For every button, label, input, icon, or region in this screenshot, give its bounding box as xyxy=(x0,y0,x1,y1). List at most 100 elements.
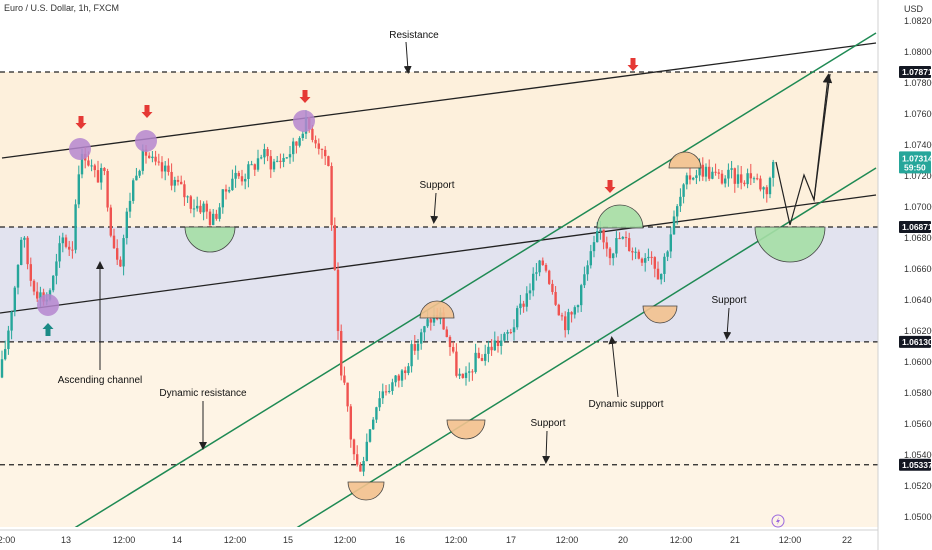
candle-147 xyxy=(471,369,474,381)
candle-body xyxy=(708,166,711,179)
candle-16 xyxy=(52,275,55,293)
candle-body xyxy=(400,370,404,381)
candle-107 xyxy=(343,366,346,386)
candle-234 xyxy=(749,163,752,186)
candle-body xyxy=(452,347,455,352)
price-tag-2: 1.06871 xyxy=(899,220,932,233)
price-tag-4: 1.05337 xyxy=(899,458,932,471)
projection-arrow xyxy=(813,73,833,201)
candle-body xyxy=(128,200,132,212)
candle-body xyxy=(346,382,349,407)
candle-body xyxy=(397,375,400,381)
candle-79 xyxy=(253,163,256,176)
candle-214 xyxy=(685,172,688,190)
candle-84 xyxy=(269,150,272,178)
candle-body xyxy=(461,373,464,378)
candle-217 xyxy=(695,169,698,185)
candle-114 xyxy=(365,433,368,462)
orange-touch-2 xyxy=(668,151,702,169)
candle-158 xyxy=(506,329,509,341)
y-tick-label: 1.07400 xyxy=(904,140,932,150)
candle-38 xyxy=(122,234,125,276)
candle-81 xyxy=(260,154,263,160)
candle-body xyxy=(96,170,100,183)
candle-body xyxy=(138,170,141,176)
candle-49 xyxy=(157,153,160,166)
candle-body xyxy=(176,179,180,182)
annotation-support-right-pointer xyxy=(723,307,732,340)
candle-body xyxy=(64,237,68,247)
candle-23 xyxy=(74,199,77,254)
level-tag-label: 1.07871 xyxy=(902,67,932,77)
candle-29 xyxy=(93,163,96,178)
candle-132 xyxy=(423,325,426,341)
candle-89 xyxy=(285,156,288,159)
candle-161 xyxy=(516,305,519,330)
candle-71 xyxy=(228,186,231,194)
candle-115 xyxy=(368,429,372,443)
candle-206 xyxy=(660,273,663,285)
annotation-dynamic-support-label: Dynamic support xyxy=(588,399,663,410)
candle-body xyxy=(256,158,260,170)
support-touch-right xyxy=(754,226,826,263)
candle-202 xyxy=(647,248,650,261)
candle-6 xyxy=(20,237,23,266)
candle-body xyxy=(260,157,263,159)
candle-157 xyxy=(503,332,506,342)
price-axis[interactable]: 1.08200 1.08000 1.07800 1.07600 1.07400 1.072… xyxy=(877,0,932,550)
candle-body xyxy=(669,234,672,252)
candle-99 xyxy=(317,138,320,155)
candle-4 xyxy=(13,285,16,317)
candle-229 xyxy=(733,167,736,193)
candle-body xyxy=(288,154,292,158)
candle-48 xyxy=(154,150,157,166)
x-tick-label: 12:00 xyxy=(113,535,136,545)
candle-body xyxy=(100,167,103,183)
red-arrow-2 xyxy=(141,105,153,118)
touch-marker-2 xyxy=(293,110,315,132)
candle-body xyxy=(746,173,749,185)
annotation-dynamic-resistance: Dynamic resistance xyxy=(159,388,247,450)
candle-body xyxy=(324,149,327,157)
candle-body xyxy=(637,251,640,259)
candle-230 xyxy=(736,165,740,188)
candle-body xyxy=(496,340,500,346)
candle-body xyxy=(74,204,77,250)
candle-body xyxy=(352,439,356,455)
candle-127 xyxy=(407,362,410,376)
candle-body xyxy=(36,291,39,299)
y-tick-label: 1.06000 xyxy=(904,357,932,367)
candle-170 xyxy=(544,263,548,273)
candle-166 xyxy=(532,267,535,297)
annotation-support-upper: Support xyxy=(419,180,455,224)
x-tick-label: 14 xyxy=(172,535,182,545)
candle-145 xyxy=(464,366,468,386)
candle-body xyxy=(234,172,237,179)
candle-body xyxy=(186,196,189,198)
candle-body xyxy=(298,138,301,146)
candle-body xyxy=(474,352,477,372)
annotation-dynamic-resistance-label: Dynamic resistance xyxy=(159,388,247,399)
candle-93 xyxy=(298,136,301,148)
candle-156 xyxy=(500,333,503,355)
y-tick-label: 1.05000 xyxy=(904,512,932,522)
candle-body xyxy=(618,238,621,240)
candle-body xyxy=(164,165,167,172)
candle-98 xyxy=(314,135,317,149)
candle-body xyxy=(688,175,692,180)
candle-212 xyxy=(679,188,682,212)
annotation-support-right-label: Support xyxy=(711,295,746,306)
candle-body xyxy=(448,337,452,348)
candle-body xyxy=(759,178,762,190)
candle-67 xyxy=(215,209,218,221)
candle-body xyxy=(720,173,724,184)
candle-body xyxy=(724,178,727,184)
candle-176 xyxy=(564,311,567,338)
lightning-icon[interactable] xyxy=(771,514,785,528)
candle-110 xyxy=(352,438,356,461)
time-axis[interactable]: 12:00 13 12:00 14 12:00 15 12:00 16 12:00 17 12:00… xyxy=(0,529,878,545)
candle-228 xyxy=(730,160,733,179)
candle-body xyxy=(394,375,397,383)
candle-55 xyxy=(176,175,180,186)
candle-body xyxy=(538,260,541,273)
